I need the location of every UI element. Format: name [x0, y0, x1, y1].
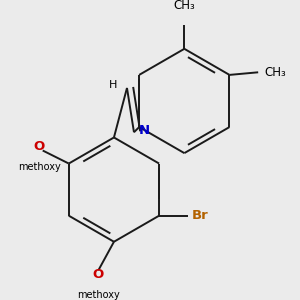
Text: methoxy: methoxy [18, 162, 61, 172]
Text: O: O [93, 268, 104, 281]
Text: H: H [109, 80, 117, 90]
Text: methoxy: methoxy [77, 290, 120, 300]
Text: CH₃: CH₃ [173, 0, 195, 12]
Text: Br: Br [192, 209, 208, 222]
Text: N: N [139, 124, 150, 137]
Text: O: O [34, 140, 45, 153]
Text: CH₃: CH₃ [265, 66, 286, 79]
